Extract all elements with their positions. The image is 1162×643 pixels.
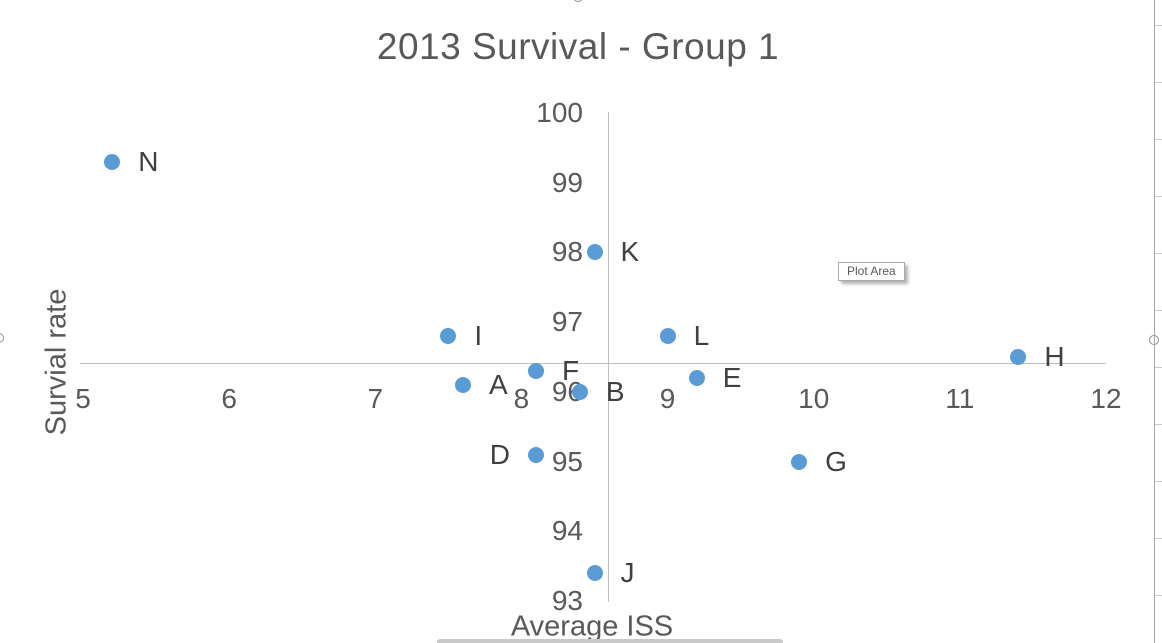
x-axis-tick-label: 6 (221, 383, 237, 414)
data-point-label-B: B (605, 375, 625, 407)
data-point-label-I: I (474, 320, 483, 352)
data-point-label-K: K (620, 236, 640, 268)
y-axis-tick-label: 97 (551, 306, 583, 338)
x-axis-tick-label: 12 (1090, 383, 1122, 414)
worksheet-row-gridline (1155, 481, 1162, 482)
x-axis-tick-label: 11 (945, 383, 975, 414)
data-point-L[interactable] (659, 328, 676, 345)
y-axis-tick-label: 95 (551, 445, 583, 477)
data-point-F[interactable] (528, 362, 545, 379)
y-axis-tick-label: 93 (551, 585, 583, 616)
data-point-K[interactable] (586, 244, 603, 261)
plot-area-tooltip: Plot Area (838, 262, 905, 281)
data-point-label-E: E (722, 361, 742, 393)
x-axis-tick-label: 8 (513, 383, 530, 414)
data-point-E[interactable] (688, 369, 705, 386)
data-point-label-L: L (693, 320, 710, 352)
worksheet-row-gridline (1155, 196, 1162, 197)
worksheet-row-gridline (1155, 424, 1162, 425)
data-point-label-A: A (488, 368, 508, 400)
x-axis-title[interactable]: Average ISS (510, 610, 674, 643)
data-point-D[interactable] (528, 446, 545, 463)
data-point-H[interactable] (1010, 349, 1027, 365)
data-point-label-F: F (562, 354, 580, 386)
x-axis-tick-label: 9 (659, 383, 676, 414)
data-point-label-D: D (489, 438, 511, 470)
x-axis-tick-label: 10 (798, 383, 830, 414)
worksheet-row-gridline (1155, 25, 1162, 26)
data-point-A[interactable] (454, 376, 471, 393)
data-point-label-N: N (138, 145, 159, 177)
y-axis-line[interactable] (608, 112, 609, 602)
x-axis-tick-label: 5 (75, 383, 91, 414)
worksheet-edge-line (1154, 0, 1155, 643)
x-axis-tick-label: 7 (367, 383, 384, 414)
data-point-B[interactable] (571, 383, 588, 400)
x-axis-line[interactable] (80, 363, 1106, 364)
y-axis-tick-label: 99 (551, 166, 583, 198)
worksheet-row-gridline (1155, 538, 1162, 539)
worksheet-row-gridline (1155, 253, 1162, 254)
y-axis-tick-label: 100 (536, 97, 583, 128)
data-point-J[interactable] (586, 565, 603, 582)
data-point-label-H: H (1044, 341, 1065, 372)
data-point-I[interactable] (440, 328, 457, 345)
data-point-label-G: G (825, 445, 847, 477)
worksheet-row-gridline (1155, 310, 1162, 311)
chart-title[interactable]: 2013 Survival - Group 1 (376, 26, 780, 67)
horizontal-scrollbar-thumb[interactable] (437, 639, 783, 643)
worksheet-row-gridline (1155, 82, 1162, 83)
data-point-G[interactable] (791, 453, 808, 470)
worksheet-row-gridline (1155, 139, 1162, 140)
y-axis-tick-label: 94 (551, 515, 583, 547)
data-point-label-J: J (620, 557, 635, 589)
worksheet-row-gridline (1155, 595, 1162, 596)
y-axis-tick-label: 98 (551, 236, 583, 268)
worksheet-row-gridline (1155, 367, 1162, 368)
data-point-N[interactable] (104, 153, 121, 170)
